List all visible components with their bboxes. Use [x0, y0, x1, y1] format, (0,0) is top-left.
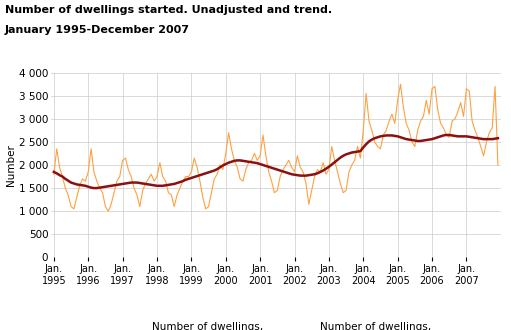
Text: January 1995-December 2007: January 1995-December 2007: [5, 25, 190, 35]
Legend: Number of dwellings,
unadjusted, Number of dwellings,
trend: Number of dwellings, unadjusted, Number …: [117, 318, 435, 330]
Y-axis label: Number: Number: [6, 144, 16, 186]
Text: Number of dwellings started. Unadjusted and trend.: Number of dwellings started. Unadjusted …: [5, 5, 332, 15]
